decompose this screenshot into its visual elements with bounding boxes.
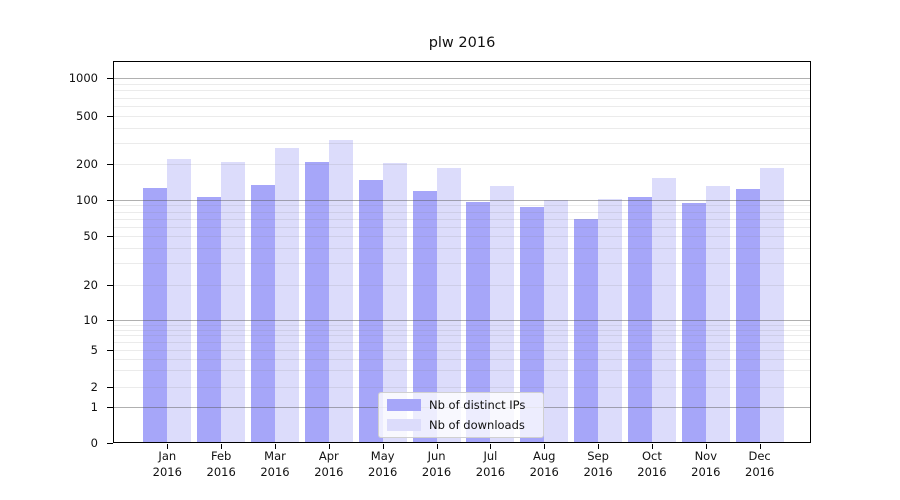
minor-gridline xyxy=(113,164,811,165)
y-axis-tick-label: 10 xyxy=(83,313,98,327)
bar-distinct-ips-dec xyxy=(735,188,760,443)
minor-gridline xyxy=(113,324,811,326)
y-axis-tick-label: 200 xyxy=(76,157,98,171)
x-axis-tick-label: Mar 2016 xyxy=(260,449,290,479)
bar-downloads-jan xyxy=(167,159,192,443)
minor-gridline xyxy=(113,350,811,351)
x-axis-tick xyxy=(490,444,492,449)
x-axis-tick-label: Nov 2016 xyxy=(691,449,721,479)
minor-gridline xyxy=(113,116,811,117)
minor-gridline xyxy=(113,142,811,144)
legend-label: Nb of downloads xyxy=(429,417,525,432)
y-axis-tick xyxy=(107,200,113,201)
y-axis-tick xyxy=(107,116,113,117)
minor-gridline xyxy=(113,211,811,213)
minor-gridline xyxy=(113,329,811,331)
y-axis-tick xyxy=(107,386,113,388)
minor-gridline xyxy=(113,218,811,220)
bar-distinct-ips-jan xyxy=(143,187,168,443)
bar-distinct-ips-nov xyxy=(681,202,706,443)
bar-downloads-dec xyxy=(759,168,784,443)
x-axis-tick xyxy=(598,444,600,449)
minor-gridline xyxy=(113,90,811,92)
bar-distinct-ips-sep xyxy=(574,218,599,443)
minor-gridline xyxy=(113,370,811,372)
legend-label: Nb of distinct IPs xyxy=(429,398,526,413)
x-axis-tick xyxy=(759,444,761,449)
minor-gridline xyxy=(113,127,811,129)
y-axis-tick xyxy=(107,285,113,286)
y-axis-tick-label: 50 xyxy=(83,229,98,243)
y-axis-tick-label: 2 xyxy=(90,379,98,394)
y-axis-tick-label: 1 xyxy=(90,400,98,414)
bar-distinct-ips-mar xyxy=(251,185,275,443)
minor-gridline xyxy=(113,247,811,249)
major-gridline xyxy=(113,200,811,201)
minor-gridline xyxy=(113,205,811,207)
y-axis-tick xyxy=(107,236,113,237)
y-axis-tick xyxy=(107,443,113,444)
x-axis-tick-label: Jan 2016 xyxy=(152,449,182,479)
legend-item-distinct-ips: Nb of distinct IPs xyxy=(387,397,535,414)
minor-gridline xyxy=(113,263,811,265)
minor-gridline xyxy=(113,226,811,228)
x-axis-tick-label: Jun 2016 xyxy=(421,449,452,479)
bar-distinct-ips-apr xyxy=(304,161,329,443)
x-axis-tick-label: Feb 2016 xyxy=(206,449,236,479)
y-axis-tick xyxy=(107,320,113,321)
y-axis-tick xyxy=(107,407,113,408)
x-axis-tick xyxy=(544,444,546,449)
y-axis-tick xyxy=(107,350,113,351)
y-axis-tick-label: 100 xyxy=(76,193,98,207)
x-axis-tick xyxy=(328,444,330,449)
bar-downloads-aug xyxy=(544,200,569,443)
x-axis-tick xyxy=(436,444,438,449)
bar-downloads-apr xyxy=(328,139,353,443)
x-axis-tick-label: Aug 2016 xyxy=(529,449,559,479)
minor-gridline xyxy=(113,335,811,337)
bar-distinct-ips-feb xyxy=(197,196,222,443)
x-axis-tick xyxy=(705,444,707,449)
major-gridline xyxy=(113,320,811,321)
y-axis-tick-label: 5 xyxy=(90,343,98,357)
minor-gridline xyxy=(113,236,811,237)
x-axis-tick-label: Oct 2016 xyxy=(637,449,667,479)
bar-downloads-feb xyxy=(221,161,246,443)
y-axis-tick-label: 1000 xyxy=(68,71,98,85)
bar-distinct-ips-oct xyxy=(627,196,652,443)
minor-gridline xyxy=(113,358,811,360)
downloads-swatch-icon xyxy=(387,418,421,431)
y-axis-tick xyxy=(107,164,113,165)
bar-downloads-mar xyxy=(275,148,299,443)
x-axis-tick xyxy=(275,444,276,449)
y-axis-tick xyxy=(107,78,113,79)
x-axis-tick-label: Dec 2016 xyxy=(745,449,775,479)
x-axis-tick-label: May 2016 xyxy=(368,449,398,479)
y-axis-tick-label: 0 xyxy=(90,436,98,450)
x-axis-tick-label: Sep 2016 xyxy=(583,449,613,479)
x-axis-tick xyxy=(382,444,384,449)
legend: Nb of distinct IPs Nb of downloads xyxy=(378,392,544,438)
x-axis-tick-label: Jul 2016 xyxy=(475,449,506,479)
minor-gridline xyxy=(113,386,811,388)
minor-gridline xyxy=(113,106,811,107)
major-gridline xyxy=(113,78,811,79)
bar-downloads-sep xyxy=(598,199,623,443)
minor-gridline xyxy=(113,83,811,85)
minor-gridline xyxy=(113,285,811,286)
x-axis-tick xyxy=(651,444,653,449)
chart-title: plw 2016 xyxy=(428,35,496,51)
x-axis-tick-label: Apr 2016 xyxy=(314,449,344,479)
y-axis-tick-label: 20 xyxy=(83,278,98,292)
distinct-ips-swatch-icon xyxy=(387,399,421,412)
bar-downloads-nov xyxy=(705,185,730,443)
y-axis-tick-label: 500 xyxy=(76,109,98,123)
minor-gridline xyxy=(113,342,811,344)
minor-gridline xyxy=(113,97,811,99)
x-axis-tick xyxy=(221,444,223,449)
legend-item-downloads: Nb of downloads xyxy=(387,417,535,434)
bar-downloads-oct xyxy=(651,177,676,443)
x-axis-tick xyxy=(167,444,169,449)
